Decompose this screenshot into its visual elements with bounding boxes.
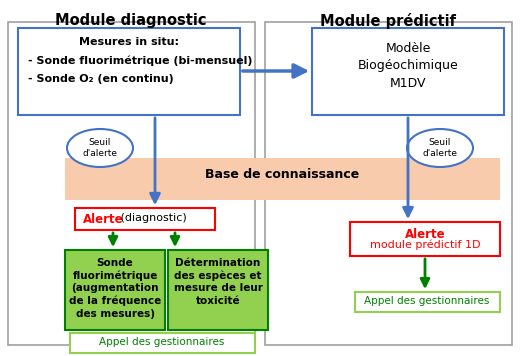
Text: Détermination
des espèces et
mesure de leur
toxicité: Détermination des espèces et mesure de l… (174, 258, 263, 306)
Bar (8, 22, 255, 345)
Ellipse shape (67, 129, 133, 167)
Bar (265, 22, 512, 345)
Text: Alerte: Alerte (405, 228, 445, 241)
Text: module prédictif 1D: module prédictif 1D (370, 239, 480, 250)
Bar (65, 250, 165, 330)
Text: - Sonde O₂ (en continu): - Sonde O₂ (en continu) (28, 74, 174, 84)
Bar (312, 28, 504, 115)
Text: Base de connaissance: Base de connaissance (205, 168, 359, 180)
Text: Alerte: Alerte (83, 213, 124, 226)
Text: Module prédictif: Module prédictif (320, 13, 456, 29)
Text: Appel des gestionnaires: Appel des gestionnaires (99, 337, 225, 347)
Bar (70, 333, 255, 353)
Text: Biogéochimique: Biogéochimique (358, 59, 458, 72)
Bar (355, 292, 500, 312)
Bar (65, 158, 500, 200)
Bar (75, 208, 215, 230)
Text: Seuil
d'alerte: Seuil d'alerte (83, 138, 118, 158)
Text: M1DV: M1DV (390, 77, 426, 90)
Text: (diagnostic): (diagnostic) (117, 213, 187, 223)
Bar (168, 250, 268, 330)
Text: Mesures in situ:: Mesures in situ: (79, 37, 179, 47)
Bar (18, 28, 240, 115)
Text: - Sonde fluorimétrique (bi-mensuel): - Sonde fluorimétrique (bi-mensuel) (28, 55, 253, 66)
Ellipse shape (407, 129, 473, 167)
Text: Seuil
d'alerte: Seuil d'alerte (422, 138, 458, 158)
Text: Sonde
fluorimétrique
(augmentation
de la fréquence
des mesures): Sonde fluorimétrique (augmentation de la… (69, 258, 161, 319)
Text: Module diagnostic: Module diagnostic (55, 13, 207, 28)
Text: Modèle: Modèle (385, 42, 431, 55)
Text: Appel des gestionnaires: Appel des gestionnaires (365, 296, 490, 306)
Bar (350, 222, 500, 256)
